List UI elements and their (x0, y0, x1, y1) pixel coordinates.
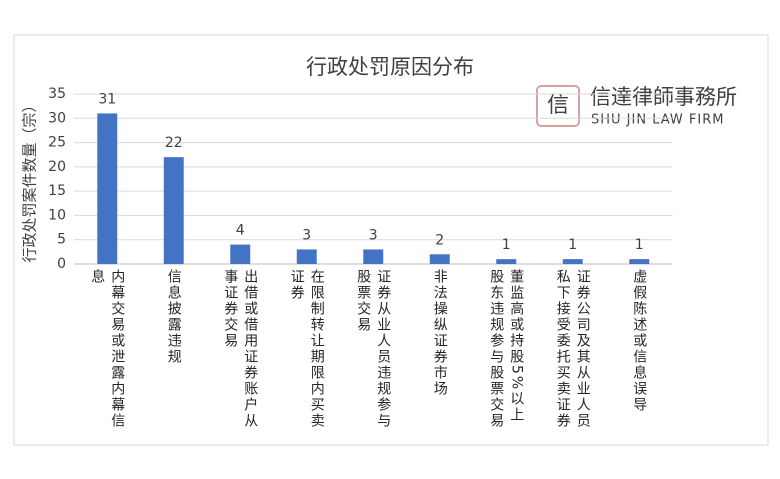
data-label: 3 (302, 227, 311, 243)
bar (429, 254, 450, 264)
x-tick-label: 证券公司及其从业人员私下接受委托买卖证券 (554, 269, 591, 429)
bar (629, 259, 650, 264)
data-label: 3 (369, 227, 378, 243)
x-tick-label: 内幕交易或泄露内幕信息 (89, 269, 126, 429)
x-tick-label: 非法操纵证券市场 (431, 269, 448, 397)
bar (496, 259, 517, 264)
bar (230, 244, 251, 264)
bar (562, 259, 583, 264)
y-axis-title: 行政处罚案件数量（宗） (21, 97, 39, 262)
x-tick-label: 信息披露违规 (165, 269, 182, 365)
bar (363, 249, 384, 264)
data-label: 4 (236, 223, 245, 239)
data-label: 1 (568, 237, 577, 253)
y-tick-label: 30 (48, 110, 66, 126)
bar (296, 249, 317, 264)
x-tick-label: 虚假陈述或信息误导 (631, 269, 648, 413)
bar (163, 157, 184, 264)
x-tick-label: 董监高或持股5%以上股东违规参与股票交易 (488, 269, 525, 429)
data-label: 2 (435, 232, 444, 248)
x-tick-label: 在限制转让期限内买卖证券 (288, 269, 325, 429)
data-label: 1 (502, 237, 511, 253)
y-tick-label: 25 (48, 135, 66, 151)
y-tick-label: 35 (48, 86, 66, 102)
data-label: 31 (98, 91, 116, 107)
y-tick-label: 10 (48, 207, 66, 223)
logo-glyph: 信 (547, 93, 569, 118)
y-tick-label: 15 (48, 183, 66, 199)
watermark-name: 信達律師事務所 (590, 85, 737, 109)
watermark-name-en: SHU JIN LAW FIRM (591, 113, 724, 128)
x-tick-label: 证券从业人员违规参与股票交易 (355, 269, 392, 429)
y-tick-label: 5 (57, 232, 66, 248)
chart-title: 行政处罚原因分布 (306, 55, 474, 79)
x-tick-label: 出借或借用证券账户从事证券交易 (222, 269, 259, 429)
y-tick-label: 0 (57, 256, 66, 272)
data-label: 22 (165, 135, 183, 151)
data-label: 1 (635, 237, 644, 253)
bar (97, 113, 118, 264)
logo-icon (536, 85, 580, 127)
y-tick-label: 20 (48, 159, 66, 175)
